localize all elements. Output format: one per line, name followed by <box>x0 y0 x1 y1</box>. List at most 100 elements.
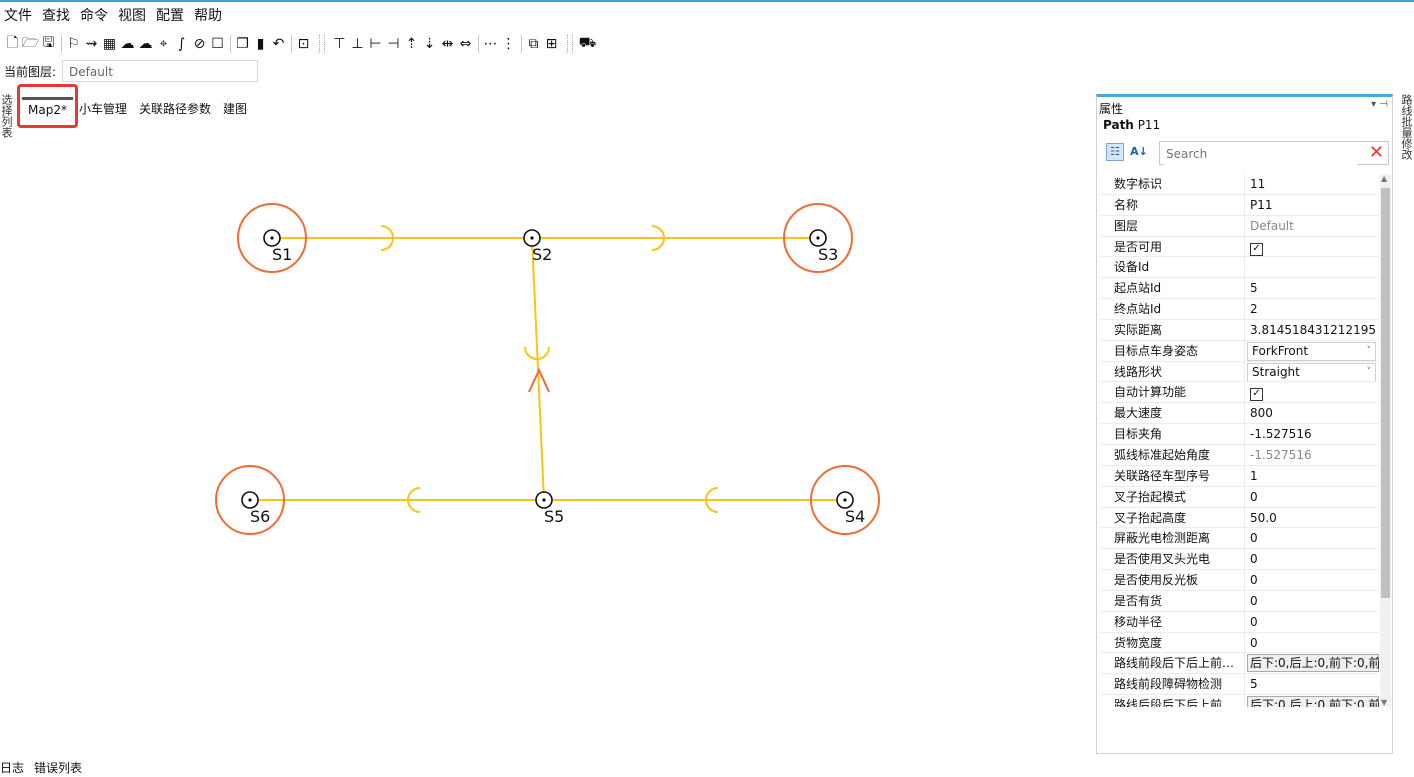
menu-item-3[interactable]: 视图 <box>118 8 146 24</box>
doc-tab-3[interactable]: 建图 <box>223 102 248 116</box>
current-layer-field[interactable]: Default <box>62 60 259 82</box>
property-row[interactable]: 是否使用叉头光电 0 <box>1100 549 1379 571</box>
property-value[interactable]: 0 <box>1245 549 1379 569</box>
dropdown[interactable]: ForkFront ˅ <box>1247 341 1376 361</box>
new-file-icon[interactable]: 🗋 <box>6 35 19 51</box>
rectangle-icon[interactable]: ☐ <box>211 36 224 52</box>
property-row[interactable]: 最大速度 800 <box>1100 403 1379 425</box>
align-top-icon[interactable]: ⊤ <box>333 36 346 52</box>
property-row[interactable]: 路线后段后下后上前下... 后下:0,后上:0,前下:0,前上 <box>1100 695 1379 707</box>
compress-horizontal-icon[interactable]: ⇔ <box>459 36 472 52</box>
menu-item-0[interactable]: 文件 <box>4 8 32 24</box>
property-row[interactable]: 线路形状 Straight ˅ <box>1100 361 1379 383</box>
station-S2[interactable]: S2 <box>523 229 552 264</box>
property-row[interactable]: 是否使用反光板 0 <box>1100 570 1379 591</box>
curve-icon[interactable]: ∫ <box>177 36 186 52</box>
scroll-thumb[interactable] <box>1381 188 1390 598</box>
property-row[interactable]: 货物宽度 0 <box>1100 632 1379 654</box>
align-right-icon[interactable]: ⊣ <box>387 36 400 52</box>
property-row[interactable]: 自动计算功能 ✓ <box>1100 382 1379 404</box>
property-row[interactable]: 路线前段障碍物检测 5 <box>1100 674 1379 696</box>
property-row[interactable]: 数字标识 11 <box>1100 174 1379 195</box>
crosshair-icon[interactable]: ⌖ <box>159 36 168 52</box>
property-value[interactable]: Default <box>1245 216 1379 236</box>
align-bottom-icon[interactable]: ⊥ <box>351 36 364 52</box>
property-scrollbar[interactable]: ▲ ▼ <box>1380 174 1391 707</box>
station-S1[interactable]: S1 <box>237 203 307 273</box>
expand-horizontal-icon[interactable]: ⇹ <box>441 36 454 52</box>
property-value[interactable]: 0 <box>1245 591 1379 611</box>
property-value[interactable]: 1 <box>1245 466 1379 486</box>
more-horizontal-icon[interactable]: ⋯ <box>483 36 498 52</box>
property-value[interactable]: 3.814518431212195 <box>1245 320 1379 340</box>
undo-icon[interactable]: ↶ <box>272 36 285 52</box>
calculator-icon[interactable]: ▦ <box>102 36 117 52</box>
property-value[interactable]: 0 <box>1245 487 1379 507</box>
toolbar-grip[interactable] <box>567 35 573 53</box>
property-value[interactable]: 50.0 <box>1245 508 1379 528</box>
zoom-page-icon[interactable]: ⊡ <box>297 36 310 52</box>
property-value[interactable]: 11 <box>1245 174 1379 194</box>
property-row[interactable]: 目标点车身姿态 ForkFront ˅ <box>1100 340 1379 362</box>
more-vertical-icon[interactable]: ⋮ <box>501 36 516 52</box>
alphabetical-sort-icon[interactable]: A↓ <box>1130 145 1148 158</box>
menu-item-2[interactable]: 命令 <box>80 8 108 24</box>
checkbox[interactable]: ✓ <box>1250 242 1263 256</box>
bottom-tab-0[interactable]: 日志 <box>0 761 25 775</box>
property-value[interactable]: Straight ˅ <box>1245 362 1379 382</box>
property-row[interactable]: 终点站Id 2 <box>1100 299 1379 320</box>
scroll-up-icon[interactable]: ▲ <box>1381 174 1388 183</box>
doc-tab-1[interactable]: 小车管理 <box>78 102 127 116</box>
property-value[interactable]: 2 <box>1245 299 1379 319</box>
doc-tab-0[interactable]: Map2* <box>22 96 73 120</box>
property-row[interactable]: 起点站Id 5 <box>1100 278 1379 300</box>
save-icon[interactable]: 🖫 <box>42 35 55 51</box>
property-value[interactable]: 5 <box>1245 674 1379 694</box>
no-icon[interactable]: ⊘ <box>193 36 206 52</box>
vehicle-icon[interactable]: ⛟ <box>578 35 597 51</box>
property-value[interactable]: -1.527516 <box>1245 424 1379 444</box>
property-row[interactable]: 实际距离 3.814518431212195 <box>1100 319 1379 341</box>
toolbar-grip[interactable] <box>319 35 325 53</box>
station-S4[interactable]: S4 <box>810 465 880 535</box>
property-row[interactable]: 是否可用 ✓ <box>1100 236 1379 258</box>
station-S3[interactable]: S3 <box>783 203 853 273</box>
delete-icon[interactable]: ▮ <box>256 36 265 52</box>
property-value[interactable]: 0 <box>1245 570 1379 590</box>
property-value[interactable] <box>1245 257 1379 277</box>
property-row[interactable]: 路线前段后下后上前下... 后下:0,后上:0,前下:0,前上 <box>1100 653 1379 675</box>
property-value[interactable]: 后下:0,后上:0,前下:0,前上 <box>1245 653 1379 673</box>
frame-icon[interactable]: ⧉ <box>528 36 539 52</box>
property-value[interactable]: -1.527516 <box>1245 445 1379 465</box>
doc-tab-2[interactable]: 关联路径参数 <box>138 102 211 116</box>
dropdown[interactable]: Straight ˅ <box>1247 362 1376 382</box>
bottom-tab-1[interactable]: 错误列表 <box>34 761 83 775</box>
property-value[interactable]: 后下:0,后上:0,前下:0,前上 <box>1245 695 1379 707</box>
menu-item-5[interactable]: 帮助 <box>194 8 222 24</box>
panel-pin-icon[interactable]: ▾ ⊣ <box>1371 99 1388 110</box>
checkbox[interactable]: ✓ <box>1250 388 1263 402</box>
grid-layout-icon[interactable]: ⊞ <box>545 36 558 52</box>
property-value[interactable]: 0 <box>1245 633 1379 653</box>
property-row[interactable]: 图层 Default <box>1100 215 1379 237</box>
property-value[interactable]: 5 <box>1245 278 1379 298</box>
property-row[interactable]: 叉子抬起模式 0 <box>1100 486 1379 508</box>
property-row[interactable]: 是否有货 0 <box>1100 590 1379 612</box>
categorized-view-icon[interactable]: ☷ <box>1106 143 1124 161</box>
property-value[interactable]: ✓ <box>1245 237 1379 257</box>
distribute-up-icon[interactable]: ⇡ <box>405 36 418 52</box>
distribute-down-icon[interactable]: ⇣ <box>423 36 436 52</box>
menu-item-1[interactable]: 查找 <box>42 8 70 24</box>
map-canvas[interactable]: S1 S2 S3 S4 S5 S6 <box>0 0 1090 760</box>
clear-search-icon[interactable]: ✕ <box>1368 142 1384 163</box>
station-S6[interactable]: S6 <box>215 465 285 535</box>
map-icon[interactable]: ⚐ <box>67 36 80 52</box>
property-row[interactable]: 移动半径 0 <box>1100 611 1379 633</box>
property-row[interactable]: 名称 P11 <box>1100 194 1379 216</box>
property-row[interactable]: 设备Id <box>1100 257 1379 279</box>
property-row[interactable]: 屏蔽光电检测距离 0 <box>1100 528 1379 550</box>
menu-item-4[interactable]: 配置 <box>156 8 184 24</box>
property-value[interactable]: 800 <box>1245 403 1379 423</box>
property-value[interactable]: ✓ <box>1245 382 1379 402</box>
station-S5[interactable]: S5 <box>535 491 564 526</box>
